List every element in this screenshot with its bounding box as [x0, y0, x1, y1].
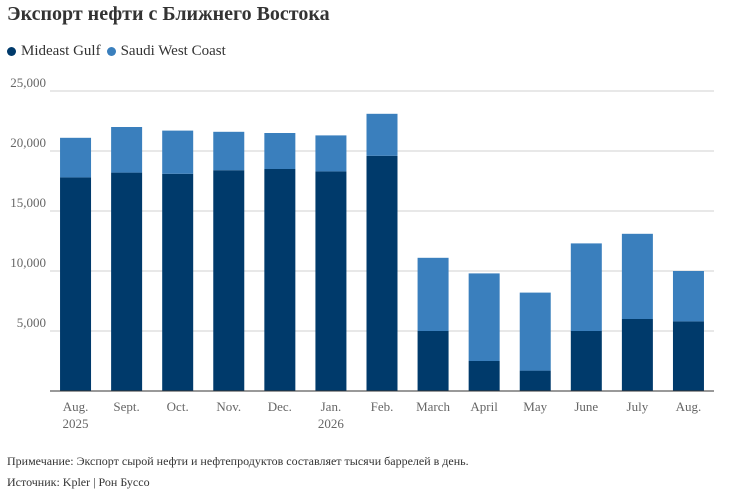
bar-segment-mideast-gulf	[315, 171, 347, 391]
x-tick-label: May	[523, 399, 547, 414]
bar-segment-saudi-west-coast	[621, 233, 653, 319]
x-tick-label: Sept.	[113, 399, 139, 414]
bar-segment-mideast-gulf	[417, 331, 449, 391]
bar-segment-saudi-west-coast	[60, 137, 92, 178]
bar-segment-mideast-gulf	[264, 169, 296, 391]
bar-segment-mideast-gulf	[468, 361, 500, 391]
bar-segment-saudi-west-coast	[417, 257, 449, 331]
legend-label-mideast-gulf: Mideast Gulf	[21, 43, 101, 59]
x-tick-label: July	[627, 399, 649, 414]
x-tick-label: Aug.	[63, 399, 89, 414]
legend-swatch-saudi-west-coast	[106, 47, 116, 56]
bar-segment-saudi-west-coast	[672, 271, 704, 322]
y-tick-label: 5,000	[17, 315, 46, 330]
bar-segment-saudi-west-coast	[519, 292, 551, 371]
chart-source: Источник: Kpler | Рон Буссо	[7, 475, 150, 489]
x-tick-year-label: 2025	[63, 416, 89, 431]
y-tick-label: 10,000	[10, 255, 46, 270]
bar-segment-saudi-west-coast	[264, 133, 296, 169]
bar-segment-saudi-west-coast	[366, 113, 398, 156]
bar-segment-mideast-gulf	[60, 177, 92, 391]
chart-title: Экспорт нефти с Ближнего Востока	[7, 3, 330, 25]
x-tick-label: Jan.	[321, 399, 342, 414]
legend-swatch-mideast-gulf	[7, 47, 16, 56]
bar-segment-saudi-west-coast	[570, 243, 602, 331]
x-tick-label: Aug.	[676, 399, 702, 414]
bar-segment-mideast-gulf	[366, 155, 398, 391]
y-tick-label: 15,000	[10, 195, 46, 210]
stacked-bar-chart: 5,000 10,000 15,000 20,000 25,000 Aug. 2025 Sep…	[10, 75, 714, 431]
chart-note: Примечание: Экспорт сырой нефти и нефтеп…	[7, 454, 469, 468]
bar-segment-saudi-west-coast	[315, 135, 347, 172]
bar-segment-mideast-gulf	[162, 173, 194, 391]
legend-label-saudi-west-coast: Saudi West Coast	[120, 43, 226, 59]
x-tick-label: April	[470, 399, 498, 414]
bar-segment-mideast-gulf	[621, 319, 653, 391]
bar-segment-mideast-gulf	[111, 172, 143, 391]
bar-segment-mideast-gulf	[519, 370, 551, 391]
x-tick-year-label: 2026	[318, 416, 345, 431]
x-tick-label: Nov.	[216, 399, 241, 414]
x-tick-label: Feb.	[371, 399, 394, 414]
chart-legend: Mideast Gulf Saudi West Coast	[7, 43, 232, 60]
bar-segment-saudi-west-coast	[162, 130, 194, 174]
x-tick-label: Oct.	[167, 399, 189, 414]
legend-item-mideast-gulf: Mideast Gulf	[7, 43, 101, 60]
bar-segment-mideast-gulf	[213, 170, 245, 391]
x-tick-label: June	[574, 399, 598, 414]
bar-segment-saudi-west-coast	[213, 131, 245, 171]
bar-segment-saudi-west-coast	[111, 127, 143, 173]
y-tick-label: 25,000	[10, 75, 46, 90]
legend-item-saudi-west-coast: Saudi West Coast	[106, 43, 226, 60]
x-tick-label: March	[416, 399, 450, 414]
bar-segment-mideast-gulf	[570, 331, 602, 391]
bar-segment-saudi-west-coast	[468, 273, 500, 361]
bar-segment-mideast-gulf	[672, 321, 704, 391]
x-tick-label: Dec.	[268, 399, 292, 414]
y-tick-label: 20,000	[10, 135, 46, 150]
